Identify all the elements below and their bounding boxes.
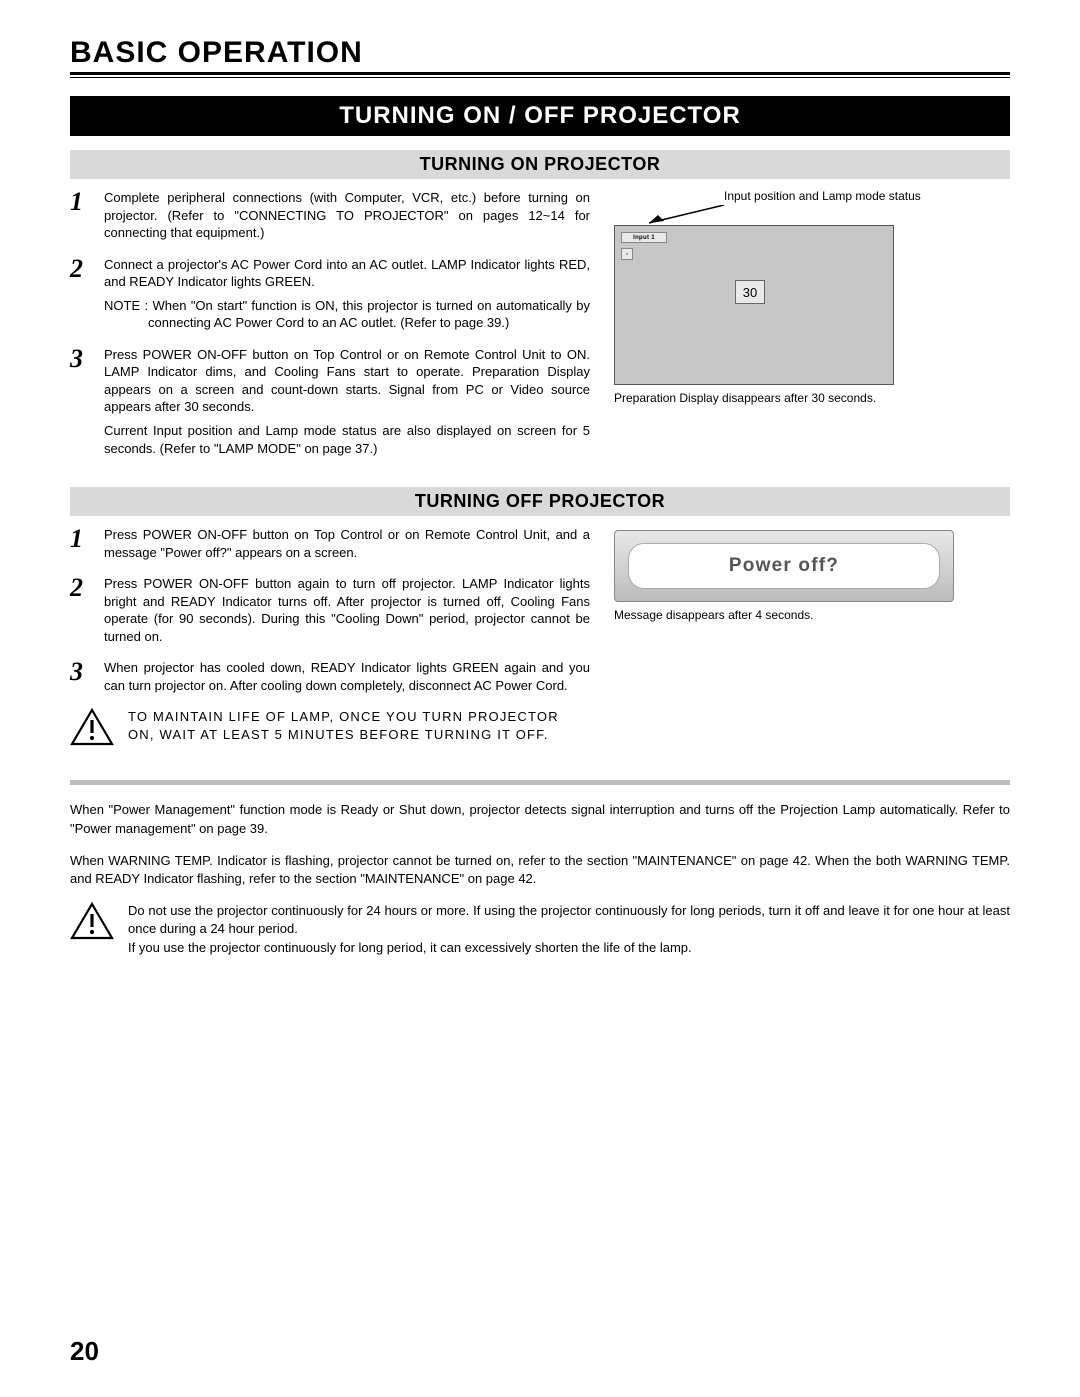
footer-paragraph: When "Power Management" function mode is… <box>70 801 1010 837</box>
step-note: NOTE : When "On start" function is ON, t… <box>104 297 590 332</box>
figure-caption: Preparation Display disappears after 30 … <box>614 391 1010 405</box>
footer-paragraph: When WARNING TEMP. Indicator is flashing… <box>70 852 1010 888</box>
pointer-arrow-icon <box>614 205 894 225</box>
step-row: 3 When projector has cooled down, READY … <box>70 659 590 700</box>
section-title-black: TURNING ON / OFF PROJECTOR <box>70 96 1010 136</box>
warning-text: Do not use the projector continuously fo… <box>128 903 1010 936</box>
countdown-box: 30 <box>735 280 765 304</box>
warning-text: TO MAINTAIN LIFE OF LAMP, ONCE YOU TURN … <box>128 708 590 743</box>
step-number: 3 <box>70 659 92 700</box>
warning-triangle-icon <box>70 708 114 746</box>
warning-triangle-icon <box>70 902 114 940</box>
step-text: Complete peripheral connections (with Co… <box>104 189 590 242</box>
step-text: When projector has cooled down, READY In… <box>104 659 590 694</box>
step-text: Connect a projector's AC Power Cord into… <box>104 256 590 291</box>
step-row: 1 Press POWER ON-OFF button on Top Contr… <box>70 526 590 567</box>
page-number: 20 <box>70 1336 99 1367</box>
divider <box>70 780 1010 785</box>
step-number: 2 <box>70 575 92 651</box>
lamp-mode-icon: ◦ <box>621 248 633 260</box>
step-row: 1 Complete peripheral connections (with … <box>70 189 590 248</box>
step-text: Press POWER ON-OFF button again to turn … <box>104 575 590 645</box>
figure-caption: Message disappears after 4 seconds. <box>614 608 1010 622</box>
input-tag: Input 1 <box>621 232 667 243</box>
step-number: 2 <box>70 256 92 338</box>
warning-row: TO MAINTAIN LIFE OF LAMP, ONCE YOU TURN … <box>70 708 590 746</box>
warning-text: If you use the projector continuously fo… <box>128 940 692 955</box>
step-number: 3 <box>70 346 92 463</box>
step-text: Press POWER ON-OFF button on Top Control… <box>104 526 590 561</box>
step-number: 1 <box>70 526 92 567</box>
preparation-display-diagram: Input 1 ◦ 30 <box>614 225 894 385</box>
poweroff-dialog-text: Power off? <box>628 543 940 589</box>
turning-off-figure: Power off? Message disappears after 4 se… <box>614 526 1010 760</box>
step-text: Press POWER ON-OFF button on Top Control… <box>104 346 590 416</box>
poweroff-dialog: Power off? <box>614 530 954 602</box>
chapter-title: BASIC OPERATION <box>70 36 1010 75</box>
rule <box>70 77 1010 78</box>
step-row: 2 Connect a projector's AC Power Cord in… <box>70 256 590 338</box>
turning-on-figure: Input position and Lamp mode status Inpu… <box>614 189 1010 471</box>
step-row: 3 Press POWER ON-OFF button on Top Contr… <box>70 346 590 463</box>
turning-on-steps: 1 Complete peripheral connections (with … <box>70 189 590 471</box>
turning-on-heading: TURNING ON PROJECTOR <box>70 150 1010 179</box>
step-text-2: Current Input position and Lamp mode sta… <box>104 422 590 457</box>
warning-row: Do not use the projector continuously fo… <box>70 902 1010 957</box>
step-number: 1 <box>70 189 92 248</box>
turning-off-heading: TURNING OFF PROJECTOR <box>70 487 1010 516</box>
step-row: 2 Press POWER ON-OFF button again to tur… <box>70 575 590 651</box>
figure-pointer-label: Input position and Lamp mode status <box>724 189 921 203</box>
turning-off-steps: 1 Press POWER ON-OFF button on Top Contr… <box>70 526 590 760</box>
